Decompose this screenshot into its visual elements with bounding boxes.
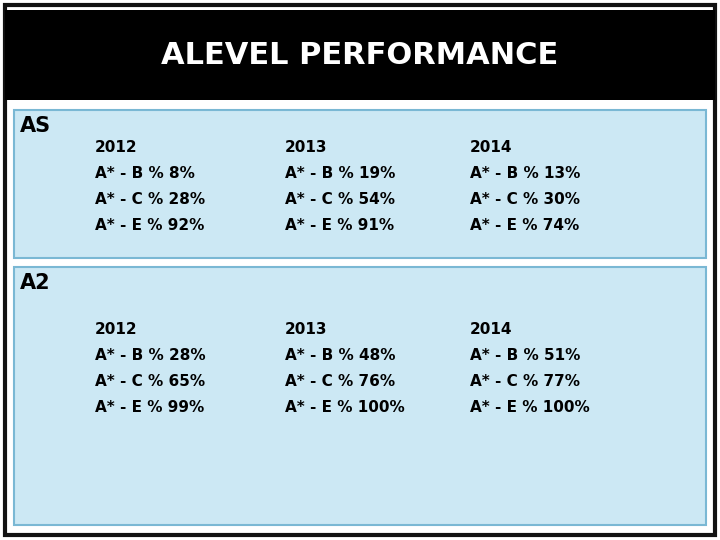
Text: 2013: 2013: [285, 322, 328, 337]
Text: A* - C % 77%: A* - C % 77%: [470, 374, 580, 389]
Text: A* - E % 74%: A* - E % 74%: [470, 218, 580, 233]
Text: A* - E % 100%: A* - E % 100%: [285, 400, 405, 415]
Text: A* - E % 91%: A* - E % 91%: [285, 218, 394, 233]
FancyBboxPatch shape: [5, 5, 715, 535]
Text: A* - B % 19%: A* - B % 19%: [285, 166, 395, 181]
Text: A* - E % 92%: A* - E % 92%: [95, 218, 204, 233]
Text: 2013: 2013: [285, 140, 328, 155]
Text: A* - B % 13%: A* - B % 13%: [470, 166, 580, 181]
Text: 2014: 2014: [470, 322, 513, 337]
FancyBboxPatch shape: [14, 110, 706, 258]
Text: A* - E % 100%: A* - E % 100%: [470, 400, 590, 415]
Text: A* - C % 76%: A* - C % 76%: [285, 374, 395, 389]
FancyBboxPatch shape: [14, 267, 706, 525]
Text: A* - B % 8%: A* - B % 8%: [95, 166, 195, 181]
Text: A* - B % 51%: A* - B % 51%: [470, 348, 580, 363]
Text: A* - C % 65%: A* - C % 65%: [95, 374, 205, 389]
FancyBboxPatch shape: [5, 10, 715, 100]
Text: A* - B % 28%: A* - B % 28%: [95, 348, 206, 363]
Text: A* - C % 54%: A* - C % 54%: [285, 192, 395, 207]
Text: AS: AS: [20, 116, 51, 136]
Text: 2014: 2014: [470, 140, 513, 155]
Text: A* - C % 28%: A* - C % 28%: [95, 192, 205, 207]
Text: A* - C % 30%: A* - C % 30%: [470, 192, 580, 207]
Text: A* - E % 99%: A* - E % 99%: [95, 400, 204, 415]
Text: A2: A2: [20, 273, 50, 293]
Text: ALEVEL PERFORMANCE: ALEVEL PERFORMANCE: [161, 40, 559, 70]
Text: 2012: 2012: [95, 322, 138, 337]
Text: 2012: 2012: [95, 140, 138, 155]
Text: A* - B % 48%: A* - B % 48%: [285, 348, 395, 363]
